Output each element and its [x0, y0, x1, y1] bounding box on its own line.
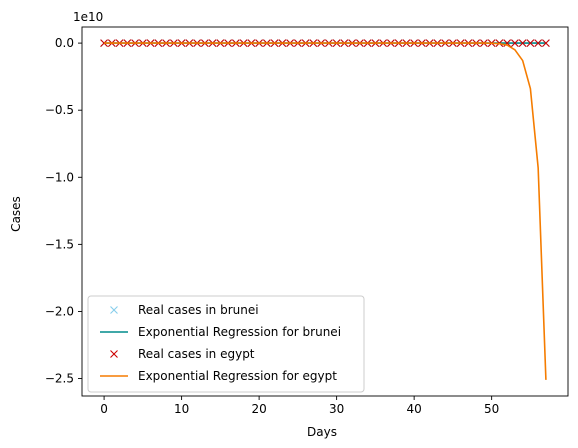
- y-tick-label: −0.5: [45, 103, 74, 117]
- legend-item-3: Exponential Regression for egypt: [100, 369, 337, 383]
- legend-item-0: Real cases in brunei: [110, 303, 259, 317]
- legend-box: [87, 295, 365, 393]
- y-offset-label: 1e10: [73, 10, 103, 24]
- data-point: [542, 39, 550, 47]
- y-tick-label: −1.0: [45, 170, 74, 184]
- series-3: [104, 42, 547, 380]
- series-line: [104, 42, 547, 380]
- y-tick-label: 0.0: [55, 36, 74, 50]
- legend-item-2: Real cases in egypt: [110, 347, 255, 361]
- legend-swatch: [110, 350, 118, 358]
- y-tick-label: −2.5: [45, 372, 74, 386]
- legend-label: Exponential Regression for brunei: [138, 325, 341, 339]
- x-tick-label: 50: [484, 402, 499, 416]
- legend-label: Real cases in brunei: [138, 303, 259, 317]
- legend-label: Exponential Regression for egypt: [138, 369, 337, 383]
- axes-frame: [81, 26, 569, 397]
- legend-item-1: Exponential Regression for brunei: [100, 325, 341, 339]
- series-layer: [100, 39, 550, 380]
- y-tick-label: −2.0: [45, 304, 74, 318]
- legend-swatch: [110, 306, 118, 314]
- y-axis-label: Cases: [9, 196, 23, 232]
- x-tick-label: 30: [329, 402, 344, 416]
- x-tick-label: 10: [174, 402, 189, 416]
- x-tick-label: 20: [251, 402, 266, 416]
- x-tick-label: 40: [406, 402, 421, 416]
- data-point: [526, 39, 535, 47]
- axes-layer: 0 10 20 30 40 50 0.0 −0.5 −1.0 −1.5 −2.0 −2.5: [45, 26, 569, 416]
- y-tick-label: −1.5: [45, 237, 74, 251]
- legend: Real cases in brunei Exponential Regressi…: [87, 295, 365, 393]
- data-point: [518, 39, 527, 47]
- data-point: [511, 39, 519, 47]
- data-point: [534, 39, 543, 47]
- x-tick-label: 0: [100, 402, 108, 416]
- legend-label: Real cases in egypt: [138, 347, 255, 361]
- x-axis-label: Days: [307, 425, 337, 439]
